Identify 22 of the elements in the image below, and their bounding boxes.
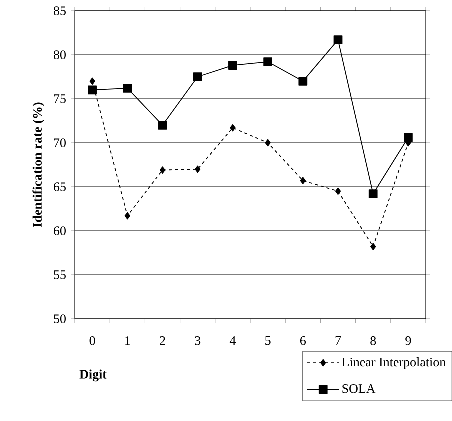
x-tick-label: 6 <box>300 336 306 346</box>
y-tick-label: 65 <box>54 182 66 192</box>
y-tick-label: 75 <box>54 94 66 104</box>
y-tick-label: 50 <box>54 314 66 324</box>
x-tick-label: 8 <box>370 336 376 346</box>
x-tick-label: 0 <box>90 336 96 346</box>
y-tick-label: 55 <box>54 270 66 280</box>
y-axis-title: Identification rate (%) <box>32 102 45 228</box>
x-tick-label: 5 <box>266 336 271 346</box>
x-tick-label: 4 <box>230 336 236 346</box>
legend-label: SOLA <box>342 384 376 394</box>
x-tick-label: 3 <box>195 336 201 346</box>
y-tick-label: 85 <box>54 6 66 16</box>
x-axis-title: Digit <box>80 370 107 382</box>
legend-label: Linear Interpolation <box>342 358 446 370</box>
y-tick-label: 70 <box>54 138 66 148</box>
x-tick-label: 2 <box>160 336 166 346</box>
x-tick-label: 1 <box>126 336 130 346</box>
y-tick-label: 60 <box>54 226 66 236</box>
x-tick-label: 9 <box>406 336 412 346</box>
x-tick-label: 7 <box>336 336 342 346</box>
y-tick-label: 80 <box>54 50 66 60</box>
